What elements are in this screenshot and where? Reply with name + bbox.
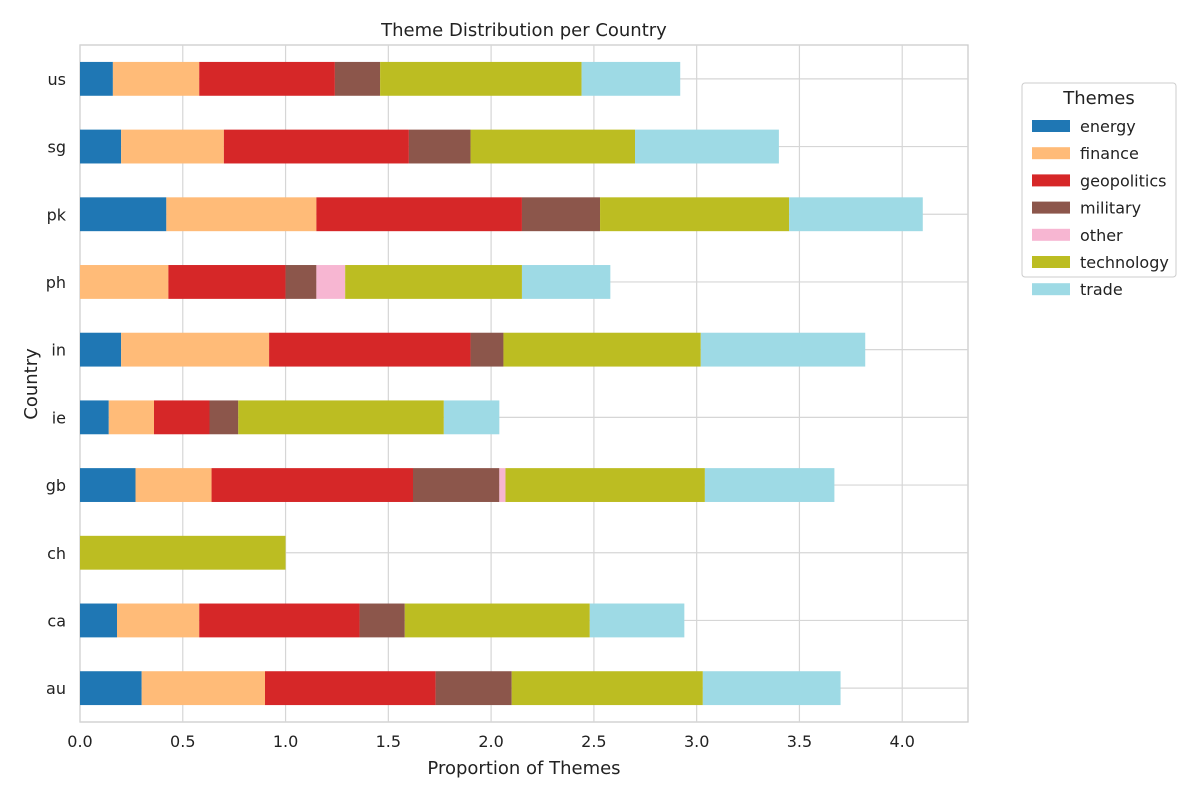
y-tick-label: sg <box>48 138 67 157</box>
x-tick-label: 3.0 <box>684 732 709 751</box>
bar-segment-ie-finance <box>108 400 154 435</box>
legend-label-geopolitics: geopolitics <box>1080 171 1166 190</box>
bar-segment-ph-trade <box>521 265 611 299</box>
legend-label-other: other <box>1080 226 1123 245</box>
bar-segment-pk-geopolitics <box>316 197 522 232</box>
bar-segment-ph-technology <box>345 265 522 299</box>
legend-swatch-trade <box>1032 283 1070 296</box>
y-tick-label: ie <box>52 408 66 427</box>
bar-segment-us-energy <box>80 61 113 96</box>
bar-segment-gb-energy <box>80 468 136 502</box>
legend-swatch-other <box>1032 228 1070 241</box>
y-tick-label: in <box>51 341 66 360</box>
bar-segment-in-technology <box>503 332 701 367</box>
bar-segment-pk-finance <box>166 197 317 232</box>
bar-segment-sg-military <box>408 129 471 164</box>
bar-segment-ca-finance <box>117 603 200 638</box>
legend-label-military: military <box>1080 199 1141 218</box>
bar-segment-in-geopolitics <box>269 332 471 367</box>
bar-segment-sg-technology <box>470 129 635 164</box>
bar-segment-pk-energy <box>80 197 167 232</box>
legend-swatch-military <box>1032 201 1070 214</box>
bar-segment-gb-technology <box>505 468 705 502</box>
legend-swatch-energy <box>1032 120 1070 132</box>
bar-segment-ie-military <box>209 400 239 435</box>
bar-segment-ca-energy <box>80 603 117 638</box>
bar-segment-us-military <box>334 61 381 96</box>
x-tick-label: 2.0 <box>478 732 503 751</box>
bar-segment-gb-geopolitics <box>211 468 413 502</box>
bar-segment-ca-technology <box>404 603 590 638</box>
bar-segment-in-finance <box>121 332 270 367</box>
legend-label-energy: energy <box>1080 117 1136 136</box>
bar-segment-sg-geopolitics <box>223 129 409 164</box>
bar-segment-ca-military <box>359 603 405 638</box>
y-tick-label: ca <box>47 611 66 630</box>
legend-title: Themes <box>1062 88 1134 109</box>
bar-stacks <box>80 61 923 706</box>
bar-segment-in-energy <box>80 332 122 367</box>
bar-segment-ch-technology <box>80 535 286 570</box>
bar-segment-in-military <box>470 332 504 367</box>
x-tick-label: 2.5 <box>581 732 606 751</box>
bar-segment-ph-military <box>285 265 317 299</box>
bar-segment-au-military <box>435 671 512 706</box>
bar-segment-sg-finance <box>121 129 224 164</box>
y-axis-title: Country <box>21 348 42 420</box>
x-axis-title: Proportion of Themes <box>427 758 620 779</box>
bar-segment-au-finance <box>141 671 265 706</box>
legend-label-trade: trade <box>1080 280 1123 299</box>
x-tick-label: 3.5 <box>787 732 812 751</box>
bar-segment-ie-geopolitics <box>154 400 210 435</box>
bar-segment-au-geopolitics <box>265 671 436 706</box>
y-axis-ticks: au ca ch gb ie in ph pk sg us <box>46 70 67 698</box>
bar-segment-sg-trade <box>635 129 779 164</box>
x-tick-label: 0.0 <box>67 732 92 751</box>
bar-segment-au-technology <box>511 671 703 706</box>
bar-segment-ca-trade <box>589 603 685 638</box>
legend-label-technology: technology <box>1080 253 1169 272</box>
legend-items: energy finance geopolitics military other tec… <box>1032 117 1169 299</box>
bar-segment-ie-technology <box>238 400 444 435</box>
bar-segment-in-trade <box>700 332 866 367</box>
x-tick-label: 1.0 <box>273 732 298 751</box>
x-tick-label: 1.5 <box>376 732 401 751</box>
y-tick-label: ch <box>47 544 66 563</box>
y-tick-label: us <box>48 70 66 89</box>
bar-segment-ph-finance <box>80 265 169 299</box>
legend-swatch-finance <box>1032 147 1070 160</box>
legend-label-finance: finance <box>1080 144 1139 163</box>
bar-segment-us-technology <box>380 61 582 96</box>
x-tick-label: 4.0 <box>889 732 914 751</box>
bar-segment-gb-finance <box>135 468 212 502</box>
bar-segment-us-geopolitics <box>199 61 335 96</box>
y-tick-label: gb <box>46 476 66 495</box>
y-tick-label: au <box>46 679 66 698</box>
bar-segment-au-trade <box>702 671 841 706</box>
x-tick-label: 0.5 <box>170 732 195 751</box>
y-tick-label: pk <box>47 205 67 224</box>
bar-segment-pk-military <box>521 197 601 232</box>
bar-segment-ie-trade <box>443 400 500 435</box>
bar-segment-ph-geopolitics <box>168 265 286 299</box>
bar-segment-pk-technology <box>600 197 790 232</box>
x-axis-ticks: 0.0 0.5 1.0 1.5 2.0 2.5 3.0 3.5 4.0 <box>67 732 915 751</box>
bar-segment-ca-geopolitics <box>199 603 360 638</box>
bar-segment-us-trade <box>581 61 681 96</box>
bar-segment-ie-energy <box>80 400 109 435</box>
bar-segment-gb-trade <box>704 468 835 502</box>
legend-swatch-technology <box>1032 256 1070 268</box>
bar-segment-ph-other <box>316 265 346 299</box>
bar-segment-gb-military <box>413 468 500 502</box>
bar-segment-us-finance <box>112 61 200 96</box>
bar-segment-pk-trade <box>789 197 923 232</box>
bar-segment-au-energy <box>80 671 142 706</box>
bar-segment-gb-other <box>499 468 506 502</box>
legend: Themes energy finance geopolitics military o… <box>1021 82 1177 299</box>
y-tick-label: ph <box>46 273 66 292</box>
legend-swatch-geopolitics <box>1032 174 1070 187</box>
chart-title: Theme Distribution per Country <box>380 20 667 41</box>
bar-segment-sg-energy <box>80 129 122 164</box>
